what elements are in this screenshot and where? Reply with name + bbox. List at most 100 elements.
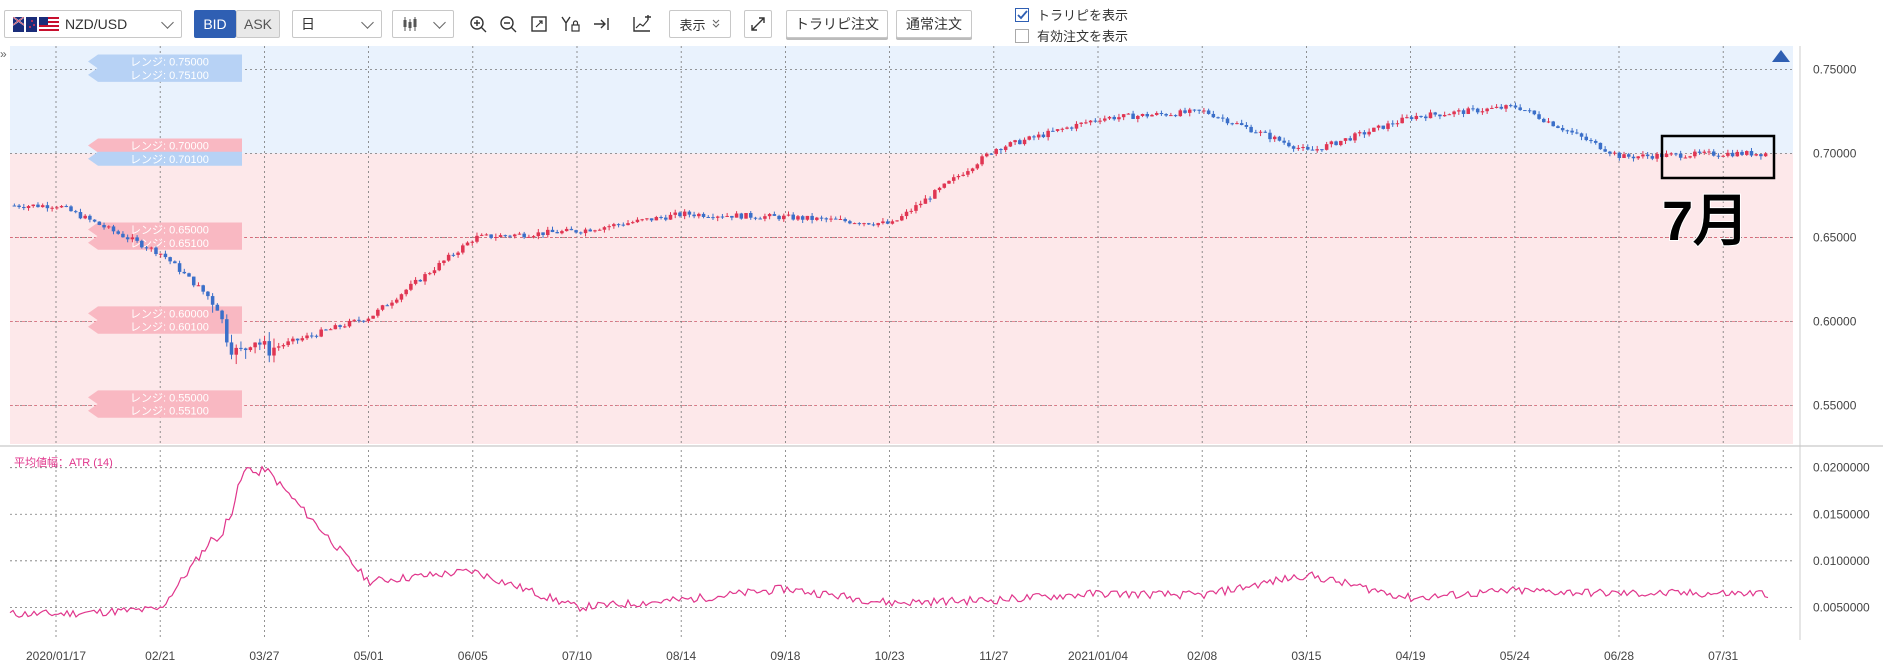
candle-body [324, 329, 328, 331]
candle-body [890, 221, 895, 224]
candle-body [1169, 115, 1173, 117]
normal-order-button[interactable]: 通常注文 [896, 10, 972, 38]
candle-body [248, 347, 253, 351]
candle-body [1707, 151, 1711, 153]
candle-body [423, 274, 427, 282]
candle-body [1438, 114, 1442, 117]
candle-body [1296, 147, 1301, 149]
candle-body [503, 235, 508, 237]
candle-body [786, 214, 791, 216]
chevron-down-icon [161, 16, 174, 29]
candle-body [140, 240, 144, 248]
sell-zone [10, 46, 1793, 154]
candle-body [446, 254, 451, 261]
chevron-down-icon [433, 16, 446, 29]
show-active-orders-checkbox[interactable] [1015, 28, 1029, 43]
auto-scale-button[interactable] [558, 10, 582, 38]
candle-body [442, 260, 446, 263]
traripi-order-button[interactable]: トラリピ注文 [786, 10, 888, 38]
candle-body [1744, 151, 1749, 155]
bid-button[interactable]: BID [194, 10, 236, 38]
candle-body [819, 217, 824, 219]
candle-body [1523, 110, 1527, 112]
candle-body [838, 218, 843, 220]
candle-body [612, 224, 616, 227]
candle-body [1121, 114, 1126, 118]
candle-body [17, 205, 21, 208]
candle-body [347, 320, 352, 327]
candle-body [1187, 109, 1192, 113]
time-tick-label: 05/01 [354, 649, 384, 663]
candle-body [588, 229, 593, 232]
candle-body [1263, 131, 1268, 133]
candle-body [276, 346, 281, 348]
range-label: レンジ: 0.65000 [130, 224, 209, 236]
candle-body [1490, 107, 1494, 109]
candle-body [569, 228, 574, 231]
zoom-in-icon [470, 16, 487, 33]
candle-body [1339, 140, 1343, 146]
atr-tick-label: 0.0200000 [1813, 461, 1870, 475]
candle-body [210, 296, 215, 305]
time-tick-label: 04/19 [1396, 649, 1426, 663]
annotation-label: 7月 [1662, 189, 1749, 252]
period-select[interactable]: 日 [292, 10, 382, 38]
candle-body [947, 180, 951, 184]
candle-body [626, 223, 630, 226]
candle-body [654, 216, 659, 221]
candle-body [1206, 110, 1211, 114]
candle-body [196, 285, 201, 287]
candlestick-icon [403, 17, 417, 31]
candle-body [1362, 132, 1367, 135]
candle-body [225, 319, 229, 343]
scroll-to-latest-button[interactable] [589, 10, 613, 38]
add-indicator-button[interactable] [630, 10, 654, 38]
ask-button[interactable]: ASK [236, 10, 280, 38]
range-tag [88, 306, 242, 321]
show-traripi-checkbox[interactable] [1015, 7, 1029, 22]
candle-body [177, 263, 182, 272]
candle-body [489, 234, 493, 238]
display-menu-button[interactable]: 表示 [669, 10, 731, 38]
candle-body [942, 183, 947, 188]
candle-body [767, 214, 772, 217]
candle-body [357, 319, 361, 321]
candle-body [1641, 154, 1645, 157]
candle-body [73, 211, 78, 213]
candle-body [725, 215, 729, 217]
chart-area: 0.75000 0.70000 0.65000 0.60000 0.55000 レンジ: … [0, 46, 1883, 664]
candle-body [956, 175, 961, 178]
candle-body [994, 149, 998, 155]
zoom-out-button[interactable] [496, 10, 520, 38]
candle-body [692, 214, 696, 217]
collapse-panel-toggle-icon[interactable]: » [0, 47, 7, 61]
candle-body [1254, 132, 1258, 134]
range-label: レンジ: 0.70100 [130, 154, 209, 166]
fit-button[interactable] [527, 10, 551, 38]
buy-zone [10, 153, 1793, 444]
show-traripi-option[interactable]: トラリピを表示 [1015, 5, 1128, 24]
candle-body [758, 218, 762, 220]
zoom-in-button[interactable] [466, 10, 490, 38]
candle-body [531, 236, 536, 238]
chart-type-select[interactable] [392, 10, 454, 38]
candle-body [668, 214, 673, 220]
fullscreen-button[interactable] [744, 10, 772, 38]
candle-body [1655, 153, 1659, 159]
time-tick-label: 2021/01/04 [1068, 649, 1128, 663]
candle-body [800, 216, 805, 220]
candle-body [1046, 130, 1050, 138]
candle-body [645, 218, 649, 220]
candle-body [1575, 132, 1579, 134]
candle-body [376, 309, 380, 316]
candle-body [1065, 127, 1069, 129]
candle-body [1556, 126, 1560, 128]
candle-body [1636, 156, 1640, 159]
currency-pair-select[interactable]: NZD/USD [4, 10, 182, 38]
candle-body [1532, 110, 1537, 115]
candle-body [1669, 153, 1673, 155]
candle-body [1674, 153, 1678, 155]
candle-body [1409, 117, 1414, 120]
candle-body [168, 257, 172, 262]
show-active-orders-option[interactable]: 有効注文を表示 [1015, 26, 1128, 45]
